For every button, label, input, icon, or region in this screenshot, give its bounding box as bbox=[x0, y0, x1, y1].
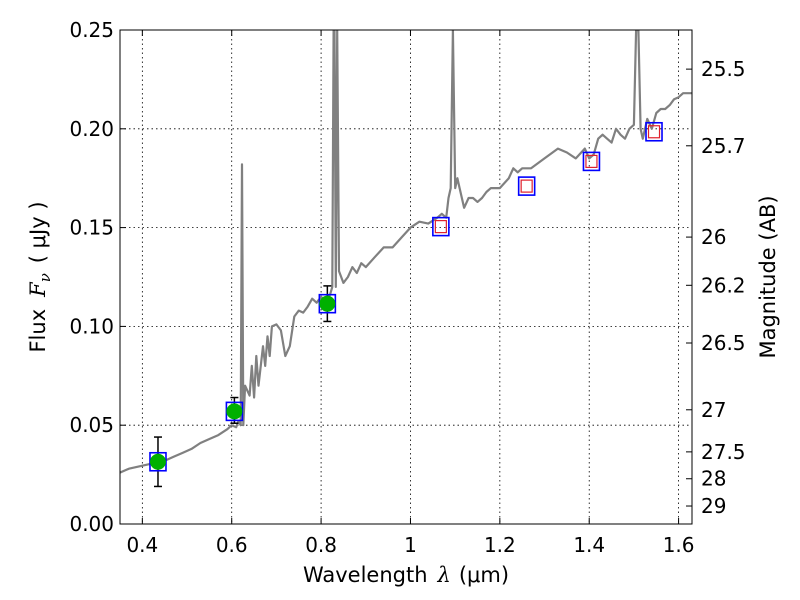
y-tick-label: 0.15 bbox=[69, 216, 114, 240]
y-axis-subscript: ν bbox=[36, 273, 54, 282]
observed-point bbox=[149, 453, 166, 470]
y-tick-label: 0.20 bbox=[69, 117, 114, 141]
right-tick-label: 26.2 bbox=[701, 273, 746, 297]
x-axis-symbol: λ bbox=[437, 563, 451, 587]
y-axis-unit: ( μJy ) bbox=[26, 201, 50, 263]
x-tick-label: 0.4 bbox=[126, 533, 158, 557]
x-tick-label: 1 bbox=[404, 533, 417, 557]
x-tick-label: 0.6 bbox=[216, 533, 248, 557]
y-axis-symbol: F bbox=[26, 281, 50, 298]
upper-limit-marker bbox=[434, 220, 447, 234]
right-tick-label: 27 bbox=[701, 398, 726, 422]
y-axis-title: Flux Fν ( μJy ) bbox=[26, 201, 54, 352]
x-axis-title-text: Wavelength bbox=[303, 563, 428, 587]
x-axis-title: Wavelength λ (μm) bbox=[303, 563, 509, 587]
right-tick-label: 26 bbox=[701, 225, 726, 249]
right-tick-label: 25.5 bbox=[701, 57, 746, 81]
model-box-marker bbox=[645, 121, 663, 142]
y-tick-label: 0.10 bbox=[69, 314, 114, 338]
model-box-marker bbox=[432, 216, 450, 237]
plot-background bbox=[120, 30, 692, 524]
right-tick-label: 29 bbox=[701, 494, 726, 518]
upper-limit-marker bbox=[647, 125, 661, 139]
spectrum-line bbox=[120, 30, 692, 474]
observed-point bbox=[226, 403, 243, 420]
right-axis-title: Magnitude (AB) bbox=[756, 195, 780, 358]
x-tick-label: 0.8 bbox=[305, 533, 337, 557]
y-tick-label: 0.05 bbox=[69, 413, 114, 437]
plot-area bbox=[120, 30, 692, 488]
upper-limit-marker bbox=[585, 154, 598, 169]
observed-point bbox=[319, 295, 336, 312]
upper-limit-marker bbox=[520, 179, 533, 193]
y-tick-label: 0.00 bbox=[69, 512, 114, 536]
x-tick-label: 1.6 bbox=[663, 533, 695, 557]
y-tick-label: 0.25 bbox=[69, 18, 114, 42]
right-tick-label: 28 bbox=[701, 467, 726, 491]
axis-ticks: 0.4 0.6 0.8 1 1.2 1.4 1.6 0.00 0.05 0.10 0.15 0.20 0… bbox=[69, 18, 745, 557]
plot-frame bbox=[119, 29, 693, 525]
right-tick-label: 26.5 bbox=[701, 331, 746, 355]
x-tick-label: 1.2 bbox=[484, 533, 516, 557]
right-tick-label: 25.7 bbox=[701, 134, 746, 158]
x-tick-label: 1.4 bbox=[573, 533, 605, 557]
right-tick-label: 27.5 bbox=[701, 440, 746, 464]
x-axis-unit: (μm) bbox=[459, 563, 509, 587]
model-box-marker bbox=[517, 176, 536, 196]
y-axis-title-text: Flux bbox=[26, 309, 50, 353]
model-box-marker bbox=[582, 151, 601, 172]
